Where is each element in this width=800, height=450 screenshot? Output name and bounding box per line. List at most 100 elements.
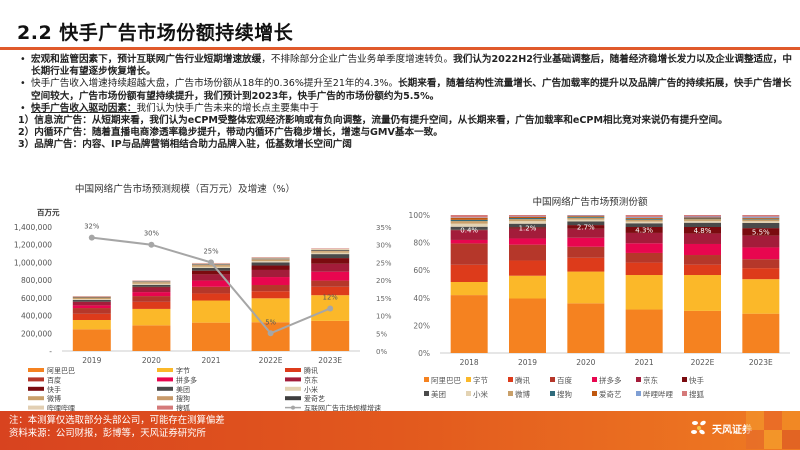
legend-label: 字节: [473, 375, 488, 385]
legend-swatch: [550, 377, 555, 382]
legend-swatch: [636, 377, 641, 382]
decor-tile: [746, 411, 764, 430]
bar-segment-京东: [567, 228, 605, 238]
bar-segment-小米: [684, 220, 721, 223]
decor-tile: [746, 430, 764, 449]
y2-tick-label: 10%: [376, 313, 392, 321]
legend-label: 快手: [47, 385, 61, 394]
growth-point: [88, 234, 95, 241]
bar-segment-快手: [251, 265, 290, 270]
logo-text: 天风证券: [712, 424, 752, 436]
y-tick-label: -: [49, 347, 52, 356]
y-tick-label: 800,000: [21, 276, 52, 285]
bar-segment-字节: [684, 275, 721, 311]
y-tick-label: 400,000: [21, 312, 52, 321]
bar-segment-百度: [509, 244, 546, 261]
y2-tick-label: 30%: [376, 242, 392, 250]
bar-segment-腾讯: [742, 268, 780, 280]
left-chart: 百万元 - 200,000 400,000 600,000 800,000 1,000,00…: [14, 208, 392, 411]
bar-segment-阿里巴巴: [567, 303, 605, 353]
point-brand-ads: 3）品牌广告：内容、IP与品牌营销相结合助力品牌入驻，低基数增长空间广阔: [18, 139, 352, 151]
bar-segment-爱奇艺: [311, 250, 350, 251]
legend-swatch: [466, 377, 471, 382]
legend-swatch: [592, 377, 597, 382]
bar-segment-微博: [192, 265, 230, 267]
bar-segment-快手: [132, 286, 171, 288]
legend-label: 拼多多: [599, 375, 622, 385]
bar-segment-腾讯: [192, 293, 230, 301]
bar-segment-百度: [684, 255, 721, 265]
bar-segment-爱奇艺: [132, 281, 171, 283]
y-tick-label: 100%: [409, 211, 430, 220]
bar-segment-字节: [742, 279, 780, 314]
bar-segment-哔哩哔哩: [742, 216, 780, 218]
legend-swatch: [508, 377, 513, 382]
bar-segment-美团: [567, 221, 605, 226]
bar-segment-拼多多: [625, 243, 663, 253]
decor-tile: [764, 411, 782, 430]
bar-segment-美团: [132, 284, 171, 287]
x-tick-label: 2020: [142, 356, 161, 365]
bar-segment-美团: [72, 299, 111, 302]
bar-segment-阿里巴巴: [684, 310, 721, 353]
bar-segment-小米: [192, 266, 230, 269]
legend-swatch: [285, 396, 301, 401]
bar-segment-快手: [192, 270, 230, 275]
bar-segment-百度: [72, 308, 111, 314]
bar-segment-拼多多: [684, 243, 721, 256]
y2-tick-label: 25%: [376, 259, 392, 267]
bar-segment-阿里巴巴: [311, 320, 350, 351]
left-chart-title: 中国网络广告市场预测规模（百万元）及增速（%）: [40, 184, 330, 195]
bar-segment-爱奇艺: [684, 217, 721, 219]
legend-label: 小米: [473, 389, 488, 399]
bar-segment-拼多多: [72, 305, 111, 309]
bar-segment-字节: [509, 275, 546, 299]
legend-swatch: [636, 391, 641, 396]
bar-segment-百度: [567, 246, 605, 258]
bar-segment-微博: [567, 217, 605, 220]
bar-segment-微博: [742, 219, 780, 222]
bar-segment-搜狐: [567, 215, 605, 216]
bullet-text: ，不排除部分企业广告业务单季度增速转负。: [261, 54, 454, 65]
legend-label: 哔哩哔哩: [47, 404, 75, 411]
legend-label: 字节: [176, 366, 190, 375]
bar-segment-爱奇艺: [72, 296, 111, 298]
bar-segment-微博: [684, 219, 721, 221]
bar-segment-小米: [742, 221, 780, 224]
legend-swatch: [28, 405, 44, 410]
bar-segment-美团: [625, 223, 663, 228]
bar-segment-京东: [192, 274, 230, 281]
legend-label: 拼多多: [176, 375, 197, 384]
legend-label: 阿里巴巴: [47, 366, 75, 375]
decor-tile: [764, 430, 782, 449]
bar-segment-小米: [72, 299, 111, 300]
bar-segment-哔哩哔哩: [132, 281, 171, 282]
legend-swatch: [682, 377, 687, 382]
x-tick-label: 2021: [201, 356, 220, 365]
bar-segment-美团: [311, 254, 350, 259]
legend-swatch: [157, 377, 173, 382]
bar-segment-搜狗: [450, 219, 488, 222]
y2-tick-label: 5%: [376, 330, 387, 338]
legend-swatch: [508, 391, 513, 396]
legend-swatch: [682, 391, 687, 396]
bar-segment-阿里巴巴: [742, 313, 780, 353]
bar-segment-小米: [625, 221, 663, 224]
footer-note: 注：本测算仅选取部分头部公司，可能存在测算偏差: [9, 415, 225, 426]
bar-segment-搜狗: [311, 250, 350, 252]
y-tick-label: 600,000: [21, 294, 52, 303]
bar-segment-腾讯: [567, 257, 605, 272]
bullet-text: 宏观和监管因素下，预计互联网广告行业短期增速放缓: [31, 54, 262, 65]
bar-segment-小米: [132, 283, 171, 285]
bar-segment-拼多多: [567, 237, 605, 247]
bar-segment-腾讯: [251, 291, 290, 299]
bar-segment-百度: [625, 252, 663, 263]
bar-segment-小米: [567, 219, 605, 222]
x-tick-label: 2020: [576, 358, 595, 367]
legend-label: 快手: [689, 375, 704, 385]
growth-label: 25%: [203, 247, 219, 255]
legend-label: 阿里巴巴: [431, 376, 461, 385]
title-divider: [0, 47, 800, 50]
bar-segment-美团: [251, 262, 290, 266]
x-tick-label: 2022E: [259, 356, 283, 365]
